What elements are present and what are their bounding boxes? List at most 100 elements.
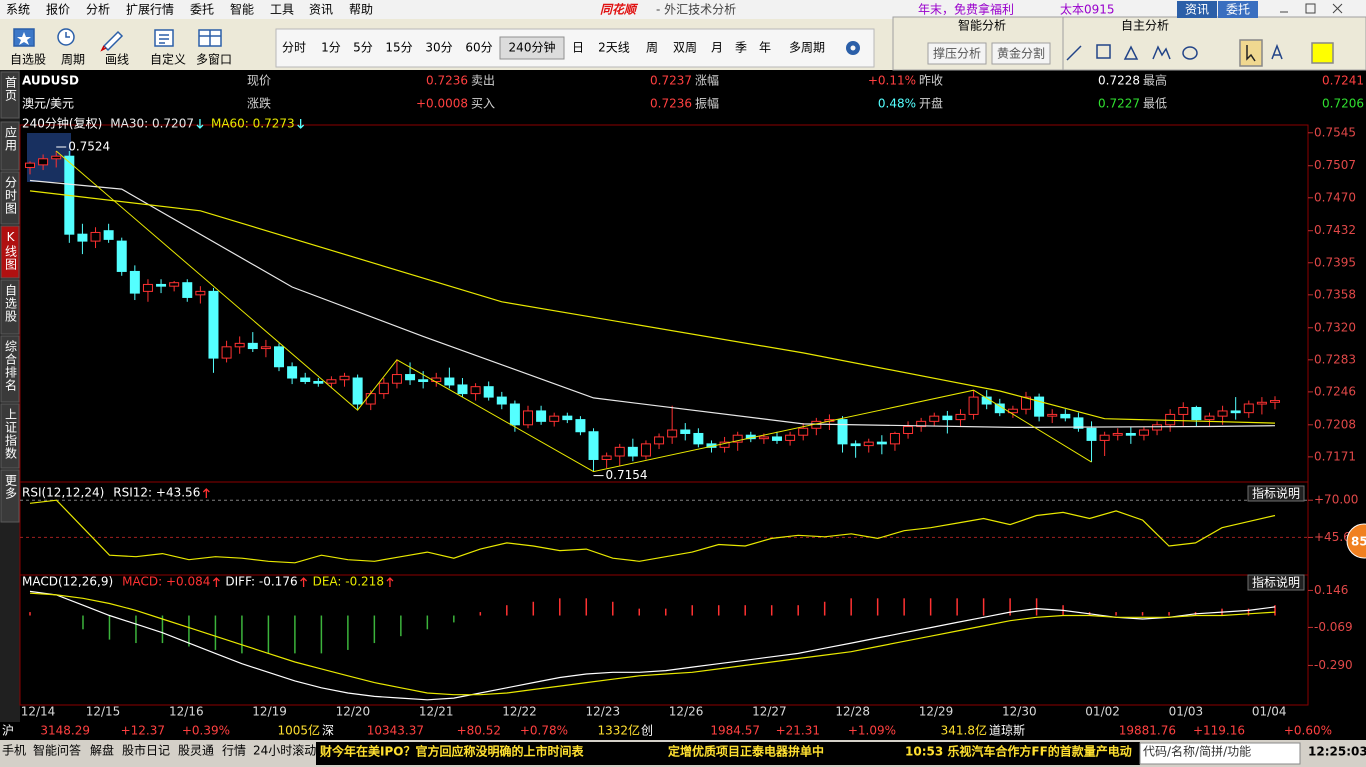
sidebar-label[interactable]: 应用 [4, 125, 18, 152]
candle-body [260, 346, 271, 350]
menu-button-label[interactable]: 委托 [1226, 3, 1250, 17]
period-button[interactable]: 240分钟 [509, 40, 556, 55]
menu-item[interactable]: 报价 [46, 2, 70, 17]
news-item[interactable]: 财今年在美IPO？官方回应称没明确的上市时间表 [319, 744, 584, 759]
sidebar-tab[interactable] [0, 469, 20, 523]
tool-label[interactable]: 自定义 [150, 52, 186, 67]
quote-value: 0.7236 [650, 97, 692, 111]
status-tab[interactable]: 24小时滚动 [253, 743, 316, 758]
status-tab[interactable]: 智能问答 [33, 743, 81, 758]
help-label[interactable]: 指标说明 [1252, 575, 1300, 590]
news-item[interactable]: 10:53 乐视汽车合作方FF的首款量产电动 [905, 744, 1132, 759]
sidebar-tab[interactable] [0, 403, 20, 469]
news-item[interactable]: 定增优质项目正泰电器拚单中 [668, 744, 824, 759]
help-label[interactable]: 指标说明 [1252, 486, 1300, 501]
panel-button[interactable] [927, 42, 987, 65]
period-button[interactable]: 月 [711, 41, 723, 55]
candle-body [444, 377, 455, 386]
menu-item[interactable]: 系统 [6, 3, 30, 17]
search-box[interactable] [1139, 742, 1301, 765]
status-tab[interactable]: 股市日记 [122, 743, 170, 758]
period-button[interactable]: 多周期 [789, 41, 825, 55]
candle-body [601, 455, 612, 460]
panel-button-label[interactable]: 撑压分析 [933, 46, 981, 61]
sidebar-tab[interactable] [0, 121, 20, 171]
quote-label: 昨收 [919, 74, 943, 88]
sidebar-tab[interactable] [0, 71, 20, 119]
menu-item[interactable]: 扩展行情 [126, 3, 174, 17]
tool-label[interactable]: 画线 [105, 53, 129, 67]
y-tick-label: 0.7246 [1314, 384, 1356, 398]
period-button[interactable]: 15分 [385, 41, 412, 55]
quote-label: 最低 [1143, 97, 1167, 111]
sidebar-label[interactable]: K线图 [4, 230, 18, 271]
sidebar-label[interactable]: 更多 [4, 474, 18, 500]
promo-link[interactable]: 年末，免费拿福利 [918, 2, 1014, 17]
menu-item[interactable]: 智能 [230, 2, 254, 17]
status-tab[interactable]: 手机 [2, 744, 26, 758]
sidebar-tab[interactable] [0, 335, 20, 403]
period-button[interactable]: 30分 [425, 41, 452, 55]
menu-item[interactable]: 帮助 [349, 3, 373, 17]
period-button[interactable]: 年 [759, 41, 771, 55]
candle-body [876, 441, 887, 445]
period-button[interactable]: 季 [735, 41, 747, 55]
help-button[interactable] [1247, 485, 1305, 502]
sidebar-label[interactable]: 综合排名 [4, 340, 18, 392]
period-button[interactable]: 1分 [321, 41, 341, 55]
candle-body [1243, 403, 1254, 414]
candle-body [772, 436, 782, 441]
menu-item[interactable]: 委托 [190, 3, 214, 17]
candle-body [1178, 406, 1189, 415]
sidebar-tab[interactable] [0, 225, 20, 279]
status-tab[interactable]: 股灵通 [178, 744, 214, 758]
legend-item: MA30: 0.7207 [110, 117, 194, 131]
ticker-pct: +0.60% [1284, 724, 1332, 738]
search-placeholder[interactable]: 代码/名称/简拼/功能 [1143, 744, 1251, 759]
period-button[interactable]: 日 [572, 41, 584, 55]
period-button[interactable]: 双周 [673, 41, 697, 55]
period-button[interactable]: 周 [646, 41, 658, 55]
quote-label: 最高 [1143, 73, 1167, 88]
candle-body [942, 415, 953, 421]
y-tick-label: 0.7283 [1314, 352, 1356, 366]
user-name[interactable]: 太本0915 [1060, 2, 1115, 17]
menu-button-label[interactable]: 资讯 [1185, 3, 1209, 17]
menu-button[interactable] [1218, 1, 1258, 18]
menu-item[interactable]: 分析 [86, 3, 110, 17]
sidebar-tab[interactable] [0, 171, 20, 225]
period-button[interactable]: 60分 [465, 41, 492, 55]
quote-value: 0.7241 [1322, 74, 1364, 88]
sidebar-label[interactable]: 自选股 [4, 284, 18, 323]
tool-label[interactable]: 周期 [61, 53, 85, 67]
period-button[interactable]: 分时 [282, 41, 306, 55]
menu-item[interactable]: 工具 [270, 3, 294, 17]
draw-tools[interactable] [1066, 39, 1334, 67]
period-button[interactable]: 5分 [353, 41, 373, 55]
x-tick-label: 12/22 [502, 705, 537, 719]
panel-button-label[interactable]: 黄金分割 [997, 46, 1045, 61]
candle-body [968, 396, 979, 415]
candle-body [25, 162, 35, 168]
panel-title: 自主分析 [1121, 19, 1169, 33]
menu-item[interactable]: 资讯 [309, 3, 333, 17]
tool-label[interactable]: 多窗口 [196, 53, 232, 67]
sidebar-tab[interactable] [0, 279, 20, 335]
period-button[interactable]: 2天线 [598, 41, 630, 55]
status-tab[interactable]: 解盘 [90, 743, 114, 758]
sidebar-label[interactable]: 首页 [4, 76, 18, 102]
sidebar-label[interactable]: 上证指数 [4, 408, 18, 460]
up-arrow [386, 577, 394, 587]
y-tick-label: 0.7358 [1314, 287, 1356, 301]
sidebar-label[interactable]: 分时图 [4, 176, 18, 215]
window-buttons[interactable] [1280, 3, 1343, 14]
status-tab[interactable]: 行情 [222, 744, 246, 758]
ticker-volume: 1005亿 [277, 723, 320, 738]
tool-label[interactable]: 自选股 [10, 53, 46, 67]
down-arrow [196, 119, 204, 129]
menu-button[interactable] [1177, 1, 1217, 18]
panel-button[interactable] [991, 42, 1051, 65]
news-area [316, 742, 1140, 765]
help-button[interactable] [1247, 574, 1305, 591]
quote-label: 现价 [247, 74, 271, 88]
